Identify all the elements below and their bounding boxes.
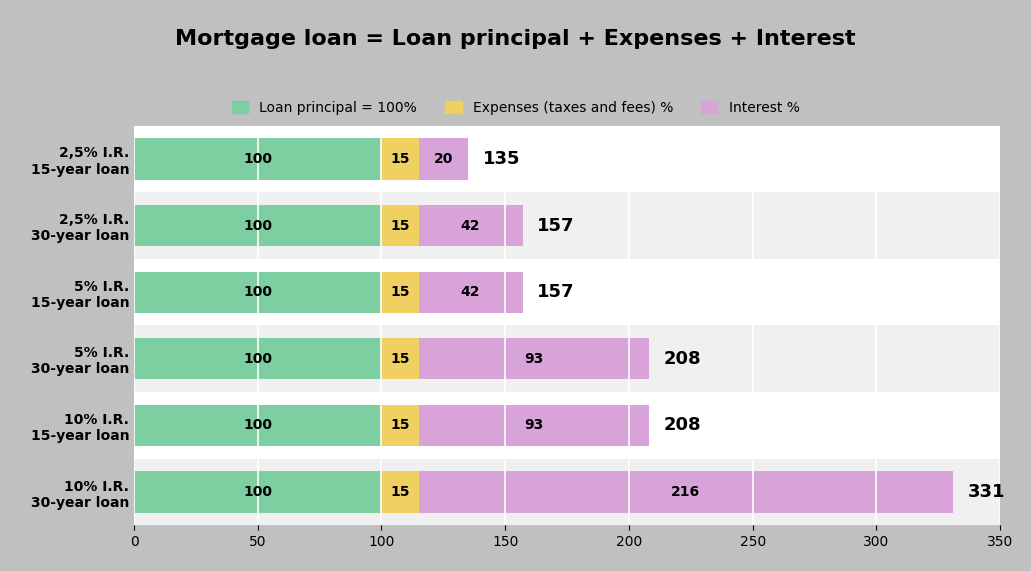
Text: 100: 100: [243, 352, 272, 366]
Bar: [134, 205, 381, 246]
Text: 100: 100: [243, 219, 272, 232]
Bar: [134, 126, 1000, 192]
Text: 100: 100: [243, 285, 272, 299]
Text: 15: 15: [391, 419, 409, 432]
Text: 100: 100: [243, 152, 272, 166]
Bar: [381, 205, 419, 246]
Bar: [134, 271, 381, 313]
Text: 93: 93: [524, 419, 543, 432]
Bar: [134, 138, 381, 180]
Bar: [134, 259, 1000, 325]
Text: 20: 20: [434, 152, 453, 166]
Bar: [419, 405, 648, 446]
Text: 331: 331: [968, 483, 1005, 501]
Text: 157: 157: [537, 283, 575, 301]
Legend: Loan principal = 100%, Expenses (taxes and fees) %, Interest %: Loan principal = 100%, Expenses (taxes a…: [226, 95, 805, 120]
Bar: [419, 138, 468, 180]
Bar: [134, 472, 381, 513]
Bar: [134, 192, 1000, 259]
Text: 42: 42: [461, 285, 480, 299]
Bar: [419, 472, 953, 513]
Bar: [134, 325, 1000, 392]
Text: 42: 42: [461, 219, 480, 232]
Bar: [381, 472, 419, 513]
Bar: [134, 405, 381, 446]
Text: 135: 135: [483, 150, 521, 168]
Bar: [134, 392, 1000, 459]
Text: 100: 100: [243, 419, 272, 432]
Text: 216: 216: [671, 485, 700, 499]
Bar: [419, 271, 523, 313]
Bar: [381, 338, 419, 380]
Bar: [381, 405, 419, 446]
Text: 208: 208: [664, 350, 701, 368]
Text: 15: 15: [391, 152, 409, 166]
Text: 93: 93: [524, 352, 543, 366]
Text: 100: 100: [243, 485, 272, 499]
Text: 15: 15: [391, 352, 409, 366]
Bar: [381, 138, 419, 180]
Text: 208: 208: [664, 416, 701, 435]
Text: 15: 15: [391, 485, 409, 499]
Bar: [134, 459, 1000, 525]
Text: Mortgage loan = Loan principal + Expenses + Interest: Mortgage loan = Loan principal + Expense…: [175, 29, 856, 49]
Bar: [419, 338, 648, 380]
Bar: [419, 205, 523, 246]
Bar: [381, 271, 419, 313]
Bar: [134, 338, 381, 380]
Text: 157: 157: [537, 216, 575, 235]
Text: 15: 15: [391, 285, 409, 299]
Text: 15: 15: [391, 219, 409, 232]
